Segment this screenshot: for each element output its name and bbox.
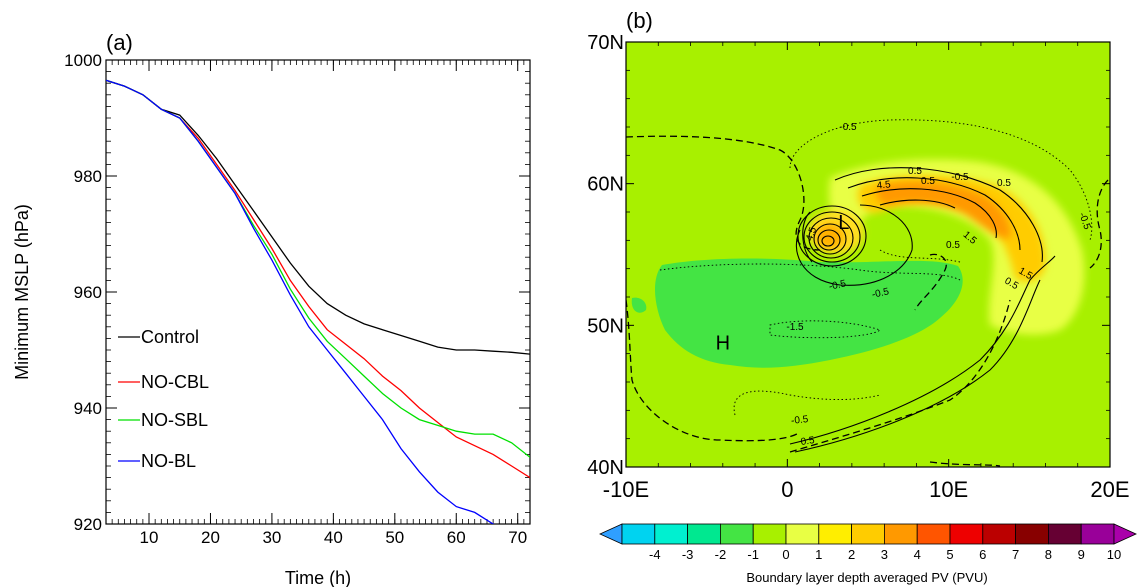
- colorbar-low-arrow: [599, 523, 623, 545]
- legend-label: NO-CBL: [141, 372, 209, 392]
- colorbar-high-arrow: [1113, 523, 1137, 545]
- x-tick-label: 20: [201, 528, 220, 547]
- panel-b-map-frame: [625, 41, 1111, 468]
- colorbar-tick-label: 4: [914, 547, 921, 562]
- colorbar-tick-label: 7: [1012, 547, 1019, 562]
- y-tick-label: 1000: [64, 51, 102, 70]
- zero-contours: [626, 135, 1109, 467]
- lat-tick-label: 50N: [587, 315, 624, 337]
- x-tick-label: 40: [324, 528, 343, 547]
- pressure-marker-h: H: [716, 332, 730, 354]
- contour-label: -0.5: [791, 414, 810, 427]
- x-tick-label: 60: [447, 528, 466, 547]
- colorbar-swatch: [1015, 523, 1049, 545]
- colorbar-tick-label: 6: [979, 547, 986, 562]
- contour-label: -1.5: [786, 322, 804, 333]
- colorbar-title: Boundary layer depth averaged PV (PVU): [746, 570, 987, 585]
- colorbar-tick-label: -3: [682, 547, 694, 562]
- legend-label: NO-BL: [141, 451, 196, 471]
- y-tick-label: 980: [74, 167, 102, 186]
- panel-a: (a) 10 20 30 40 50 60 70 920 940 960 980 1000 Contr…: [12, 30, 531, 587]
- pressure-markers: LH: [716, 212, 850, 354]
- lat-tick-label: 60N: [587, 174, 624, 196]
- colorbar-swatch: [687, 523, 721, 545]
- y-tick-label: 940: [74, 399, 102, 418]
- contour-label: 0.5: [800, 435, 816, 448]
- contour-label: -0.5: [828, 278, 848, 292]
- x-tick-label: 10: [140, 528, 159, 547]
- colorbar-tick-label: 10: [1107, 547, 1121, 562]
- lat-tick-label: 40N: [587, 457, 624, 479]
- colorbar: -4 -3 -2 -1 0 1 2 3 4 5 6 7 8 9 10: [599, 523, 1137, 562]
- colorbar-swatch: [752, 523, 787, 545]
- contour-label: -0.5: [871, 286, 891, 300]
- pv-band-core: [876, 181, 1011, 239]
- contour-label: 0.5: [997, 178, 1011, 189]
- contour-label: -0.5: [951, 172, 969, 183]
- legend-label: Control: [141, 327, 199, 347]
- colorbar-swatch: [654, 523, 688, 545]
- contour-label: 0.5: [921, 176, 935, 187]
- pv-field-map: -0.50.54.51.5-1.50.5 -0.50.5-0.50.5-0.5-0…: [626, 42, 1110, 467]
- panel-b: (b): [587, 8, 1137, 585]
- colorbar-swatch: [1048, 523, 1082, 545]
- lat-tick-label: 70N: [587, 32, 624, 54]
- colorbar-tick-label: 0: [782, 547, 789, 562]
- y-tick-label: 920: [74, 515, 102, 534]
- series-line-control: [106, 79, 530, 355]
- positive-contours: [789, 167, 1056, 453]
- pv-negative-region: [654, 258, 963, 368]
- series-line-no-bl: [106, 79, 495, 524]
- panel-b-label: (b): [626, 8, 653, 33]
- colorbar-tick-label: 5: [946, 547, 953, 562]
- colorbar-tick-label: 2: [848, 547, 855, 562]
- colorbar-swatch: [884, 523, 918, 545]
- negative-contours: [659, 119, 1093, 416]
- panel-a-legend: Control NO-CBL NO-SBL NO-BL: [118, 327, 209, 471]
- lon-tick-label: -10E: [603, 477, 649, 502]
- colorbar-tick-label: 8: [1045, 547, 1052, 562]
- contour-label: 0.5: [946, 240, 960, 251]
- contour-label: 4.5: [804, 225, 819, 242]
- contour-label: 4.5: [876, 179, 891, 191]
- colorbar-swatch: [621, 523, 656, 545]
- pv-negative-patch: [631, 297, 647, 313]
- colorbar-swatch: [1080, 523, 1115, 545]
- x-tick-label: 70: [508, 528, 527, 547]
- lon-tick-label: 10E: [929, 477, 968, 502]
- panel-a-label: (a): [106, 30, 133, 55]
- colorbar-tick-label: 3: [881, 547, 888, 562]
- y-tick-label: 960: [74, 283, 102, 302]
- x-tick-label: 30: [262, 528, 281, 547]
- panel-a-series-lines: [106, 79, 530, 524]
- legend-label: NO-SBL: [141, 410, 208, 430]
- panel-a-ticks: 10 20 30 40 50 60 70 920 940 960 980 1000: [64, 51, 530, 547]
- panel-b-axis-ticks: -10E 0 10E 20E 40N 50N 60N 70N: [587, 32, 1129, 502]
- colorbar-swatch: [949, 523, 984, 545]
- pressure-marker-l: L: [838, 212, 849, 234]
- colorbar-swatch: [982, 523, 1016, 545]
- colorbar-tick-label: -4: [649, 547, 661, 562]
- contour-label: 0.5: [908, 166, 922, 177]
- panel-a-y-axis-label: Minimum MSLP (hPa): [12, 204, 32, 380]
- panel-a-plot-frame: [105, 59, 531, 525]
- colorbar-tick-label: -2: [715, 547, 727, 562]
- colorbar-tick-label: -1: [747, 547, 759, 562]
- colorbar-swatch: [916, 523, 951, 545]
- lon-tick-label: 0: [781, 477, 793, 502]
- lon-tick-label: 20E: [1090, 477, 1129, 502]
- colorbar-swatch: [720, 523, 754, 545]
- colorbar-tick-label: 9: [1078, 547, 1085, 562]
- colorbar-swatch: [785, 523, 820, 545]
- x-tick-label: 50: [385, 528, 404, 547]
- colorbar-swatch: [818, 523, 852, 545]
- colorbar-swatch: [851, 523, 885, 545]
- panel-a-x-axis-label: Time (h): [285, 568, 351, 587]
- colorbar-tick-label: 1: [815, 547, 822, 562]
- contour-label: -0.5: [839, 122, 857, 133]
